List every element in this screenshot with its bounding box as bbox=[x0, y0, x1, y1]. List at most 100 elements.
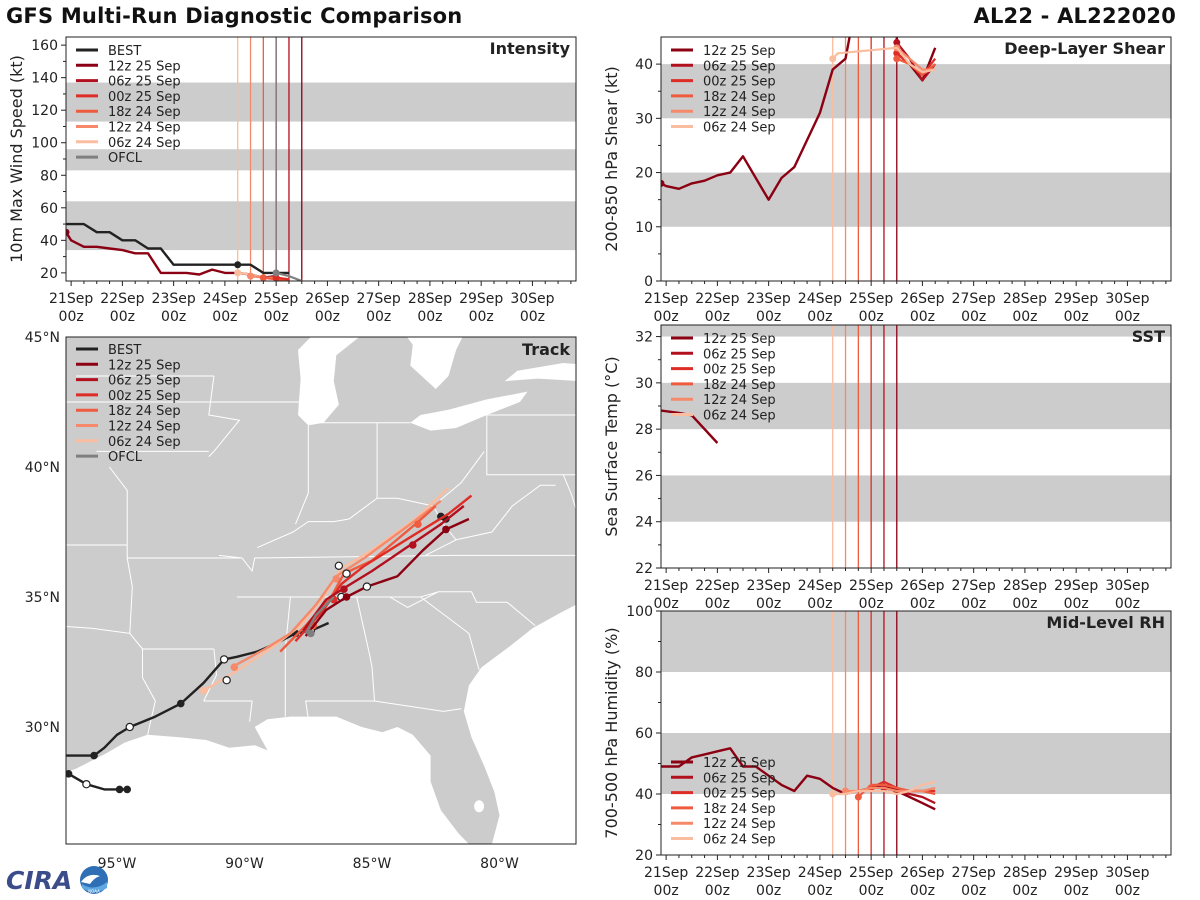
track-marker-open-1-1 bbox=[219, 655, 229, 664]
intensity-xtick-label-6: 27Sep bbox=[357, 291, 401, 307]
track-legend-label-6: 06z 24 Sep bbox=[108, 435, 181, 450]
track-lat-label-3: 45°N bbox=[25, 330, 60, 346]
track-lon-label-2: 85°W bbox=[353, 856, 392, 872]
track-legend-label-3: 00z 25 Sep bbox=[108, 389, 181, 404]
rh-xtick-sublabel-6: 00z bbox=[961, 883, 986, 899]
rh-xtick-sublabel-1: 00z bbox=[705, 883, 730, 899]
noaa-logo-subtext: NOAA bbox=[88, 889, 100, 894]
shear-xtick-sublabel-3: 00z bbox=[807, 309, 832, 325]
shear-frame bbox=[660, 36, 1172, 282]
shear-ytick-label-1: 10 bbox=[635, 220, 653, 236]
sst-legend-label-0: 12z 25 Sep bbox=[703, 332, 776, 347]
track-marker-filled-7-1 bbox=[409, 541, 417, 549]
intensity-plot-area bbox=[66, 37, 576, 281]
intensity-xtick-sublabel-6: 00z bbox=[366, 309, 391, 325]
sst-ytick-label-3: 28 bbox=[635, 422, 653, 438]
shear-xtick-label-4: 25Sep bbox=[849, 291, 893, 307]
rh-xtick-sublabel-8: 00z bbox=[1064, 883, 1089, 899]
intensity-panel: 20 40 60 80 100 120 140 160 21Sep 00z 22Sep 00z 23Se… bbox=[7, 36, 577, 325]
intensity-band-0 bbox=[66, 201, 576, 251]
sst-xtick-label-5: 26Sep bbox=[900, 578, 944, 594]
page-title: GFS Multi-Run Diagnostic Comparison bbox=[6, 4, 463, 28]
rh-ytick-label-3: 80 bbox=[635, 665, 653, 681]
intensity-legend-label-5: 12z 24 Sep bbox=[108, 121, 181, 136]
track-lake-1 bbox=[298, 337, 360, 426]
track-title: Track bbox=[522, 340, 570, 359]
sst-panel: 22 24 26 28 30 32 21Sep 00z 22Sep 00z 23Sep 00z 24Se… bbox=[602, 324, 1172, 612]
shear-series-marker-4 bbox=[893, 55, 901, 63]
sst-xtick-label-1: 22Sep bbox=[695, 578, 739, 594]
intensity-xtick-label-1: 22Sep bbox=[100, 291, 144, 307]
intensity-xtick-label-3: 24Sep bbox=[203, 291, 247, 307]
rh-xtick-label-4: 25Sep bbox=[849, 865, 893, 881]
intensity-xtick-sublabel-8: 00z bbox=[469, 309, 494, 325]
track-marker-open-1-0 bbox=[125, 722, 134, 732]
intensity-band-2 bbox=[66, 82, 576, 122]
rh-xtick-label-6: 27Sep bbox=[952, 865, 996, 881]
track-legend-label-0: BEST bbox=[108, 343, 141, 358]
intensity-legend-label-7: OFCL bbox=[108, 151, 143, 166]
track-marker-filled-3-0 bbox=[199, 686, 208, 695]
shear-xtick-sublabel-7: 00z bbox=[1012, 309, 1037, 325]
intensity-xtick-label-5: 26Sep bbox=[305, 291, 349, 307]
rh-legend-label-2: 00z 25 Sep bbox=[703, 787, 776, 802]
sst-ytick-label-5: 32 bbox=[635, 330, 653, 346]
intensity-ytick-label-1: 40 bbox=[40, 233, 58, 249]
track-lake-okeechobee bbox=[474, 800, 485, 813]
shear-xtick-label-0: 21Sep bbox=[644, 291, 688, 307]
shear-series-marker-0 bbox=[661, 179, 665, 187]
track-state-border-15 bbox=[305, 596, 376, 720]
intensity-ytick-label-7: 160 bbox=[31, 38, 58, 54]
intensity-series-marker-2 bbox=[234, 269, 242, 277]
track-marker-open-0-0 bbox=[82, 780, 91, 789]
intensity-ytick-label-4: 100 bbox=[31, 136, 58, 152]
sst-ytick-label-4: 30 bbox=[635, 376, 653, 392]
rh-xtick-label-9: 30Sep bbox=[1105, 865, 1149, 881]
intensity-series-marker-5 bbox=[272, 274, 280, 281]
intensity-series-0 bbox=[66, 222, 289, 275]
shear-xtick-label-2: 23Sep bbox=[747, 291, 791, 307]
track-marker-open-5-0 bbox=[342, 569, 351, 578]
intensity-xtick-label-7: 28Sep bbox=[408, 291, 452, 307]
track-marker-filled-5-1 bbox=[414, 520, 422, 528]
cira-logo: CIRA NOAA bbox=[6, 866, 108, 895]
rh-xtick-label-2: 23Sep bbox=[747, 865, 791, 881]
rh-ytick-label-4: 100 bbox=[626, 604, 653, 620]
intensity-xtick-sublabel-9: 00z bbox=[520, 309, 545, 325]
rh-xtick-sublabel-2: 00z bbox=[756, 883, 781, 899]
track-marker-filled-0-2 bbox=[123, 785, 131, 794]
sst-legend-label-3: 18z 24 Sep bbox=[703, 378, 776, 393]
intensity-legend-label-6: 06z 24 Sep bbox=[108, 136, 181, 151]
intensity-ytick-label-2: 60 bbox=[40, 201, 58, 217]
shear-xtick-sublabel-5: 00z bbox=[910, 309, 935, 325]
track-series-6 bbox=[294, 494, 473, 643]
rh-legend-label-4: 12z 24 Sep bbox=[703, 817, 776, 832]
rh-xtick-sublabel-0: 00z bbox=[654, 883, 679, 899]
track-state-border-17 bbox=[420, 596, 480, 670]
shear-ytick-label-3: 30 bbox=[635, 111, 653, 127]
rh-series-marker-5 bbox=[829, 790, 837, 798]
shear-series-6 bbox=[831, 46, 936, 74]
shear-xtick-label-8: 29Sep bbox=[1054, 291, 1098, 307]
rh-xtick-label-1: 22Sep bbox=[695, 865, 739, 881]
track-state-border-28 bbox=[486, 414, 576, 416]
shear-xtick-sublabel-0: 00z bbox=[654, 309, 679, 325]
sst-band-0 bbox=[661, 475, 1171, 522]
rh-xtick-sublabel-3: 00z bbox=[807, 883, 832, 899]
track-state-border-11 bbox=[203, 700, 253, 722]
track-marker-filled-0-0 bbox=[66, 770, 73, 778]
shear-legend-label-0: 12z 25 Sep bbox=[703, 44, 776, 59]
track-marker-open-8-0 bbox=[362, 582, 372, 591]
sst-xtick-sublabel-7: 00z bbox=[1012, 596, 1037, 612]
track-land bbox=[66, 337, 576, 844]
sst-legend-label-1: 06z 25 Sep bbox=[703, 347, 776, 362]
track-series-3 bbox=[203, 486, 450, 692]
track-state-border-14 bbox=[284, 596, 291, 717]
track-state-border-2 bbox=[208, 375, 241, 457]
shear-series-marker-6 bbox=[829, 55, 837, 63]
sst-xtick-label-3: 24Sep bbox=[798, 578, 842, 594]
storm-id: AL22 - AL222020 bbox=[973, 4, 1176, 28]
cira-logo-text: CIRA bbox=[6, 866, 72, 895]
track-marker-open-3-0 bbox=[222, 676, 231, 685]
track-state-border-16 bbox=[374, 700, 462, 712]
